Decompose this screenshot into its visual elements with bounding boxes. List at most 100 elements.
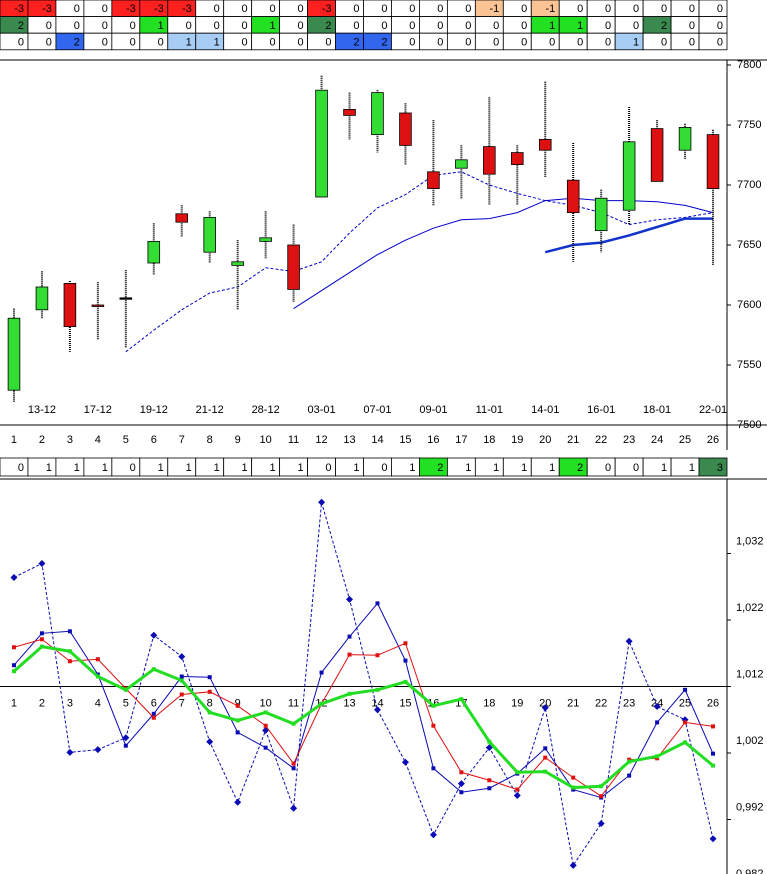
cell-value: 0 (269, 36, 275, 48)
x-tick-label: 2 (39, 434, 45, 446)
point-marker (375, 687, 380, 692)
point-marker (655, 720, 660, 725)
cell-value: 0 (577, 36, 583, 48)
cell-value: -1 (545, 3, 555, 15)
point-marker (373, 706, 381, 714)
x-tick-label: 6 (151, 697, 157, 709)
candle-body (706, 134, 720, 190)
point-marker (67, 629, 72, 634)
count-value: 1 (214, 462, 220, 474)
point-marker (95, 657, 100, 662)
cell-value: 2 (381, 36, 387, 48)
y-tick-label: 7800 (737, 59, 761, 71)
count-value: 1 (74, 462, 80, 474)
candle-body (7, 317, 21, 391)
point-marker (683, 687, 688, 692)
candle-body (63, 282, 77, 327)
cell-value: 0 (269, 3, 275, 15)
x-tick-label: 24 (651, 434, 663, 446)
point-marker (10, 573, 18, 581)
point-marker (179, 692, 184, 697)
cell-value: 0 (214, 3, 220, 15)
x-tick-label: 17 (455, 434, 467, 446)
cell-value: 0 (325, 36, 331, 48)
count-value: 1 (158, 462, 164, 474)
point-marker (347, 634, 352, 639)
point-marker (179, 678, 184, 683)
date-label: 28-12 (252, 404, 280, 416)
cell-value: 0 (717, 20, 723, 32)
count-value: 1 (689, 462, 695, 474)
point-marker (459, 770, 464, 775)
cell-value: -3 (322, 3, 332, 15)
point-marker (709, 835, 717, 843)
candle-body (343, 109, 356, 116)
count-value: 1 (186, 462, 192, 474)
point-marker (39, 644, 44, 649)
point-marker (543, 746, 548, 751)
x-tick-label: 16 (427, 434, 439, 446)
count-value: 1 (409, 462, 415, 474)
x-tick-label: 3 (67, 697, 73, 709)
cell-value: 0 (158, 36, 164, 48)
x-tick-label: 8 (207, 697, 213, 709)
series-line (12, 645, 714, 790)
point-marker (599, 794, 604, 799)
count-value: 1 (102, 462, 108, 474)
cell-value: 0 (381, 3, 387, 15)
count-value: 1 (549, 462, 555, 474)
point-marker (431, 723, 436, 728)
point-marker (711, 763, 716, 768)
date-label: 17-12 (84, 404, 112, 416)
count-value: 1 (493, 462, 499, 474)
cell-value: 1 (158, 20, 164, 32)
cell-value: 0 (353, 3, 359, 15)
cell-value: 0 (689, 20, 695, 32)
x-tick-label: 11 (288, 697, 299, 709)
cell-value: 1 (633, 36, 639, 48)
cell-value: -1 (490, 3, 500, 15)
cell-value: 0 (46, 20, 52, 32)
count-value: 1 (46, 462, 52, 474)
x-tick-label: 21 (567, 434, 579, 446)
x-tick-label: 19 (511, 697, 523, 709)
x-tick-label: 2 (39, 697, 45, 709)
point-marker (11, 669, 16, 674)
x-tick-label: 14 (371, 697, 383, 709)
count-value: 0 (381, 462, 387, 474)
candle-body (650, 128, 664, 182)
date-label: 18-01 (643, 404, 671, 416)
candle-body (315, 89, 328, 198)
point-marker (543, 769, 548, 774)
candle-body (371, 92, 384, 135)
point-marker (515, 787, 520, 792)
point-marker (403, 658, 408, 663)
candle-body (287, 244, 300, 290)
point-marker (653, 702, 661, 710)
cell-value: 0 (130, 36, 136, 48)
point-marker (625, 637, 633, 645)
y-tick-label: 0,992 (736, 801, 764, 813)
cell-value: 0 (577, 3, 583, 15)
cell-value: 0 (605, 20, 611, 32)
x-tick-label: 22 (595, 697, 607, 709)
count-value: 1 (242, 462, 248, 474)
point-marker (235, 718, 240, 723)
cell-value: 1 (186, 36, 192, 48)
point-marker (597, 819, 605, 827)
table-cell (698, 32, 728, 51)
candle-body (399, 112, 412, 146)
cell-value: 2 (325, 20, 331, 32)
count-value: 0 (605, 462, 611, 474)
point-marker (655, 754, 660, 759)
cell-value: 0 (381, 20, 387, 32)
point-marker (683, 720, 688, 725)
candle-body (147, 240, 161, 264)
cell-value: 0 (633, 3, 639, 15)
x-tick-label: 9 (235, 697, 241, 709)
point-marker (234, 798, 242, 806)
point-marker (11, 663, 16, 668)
cell-value: 0 (74, 3, 80, 15)
cell-value: 2 (353, 36, 359, 48)
